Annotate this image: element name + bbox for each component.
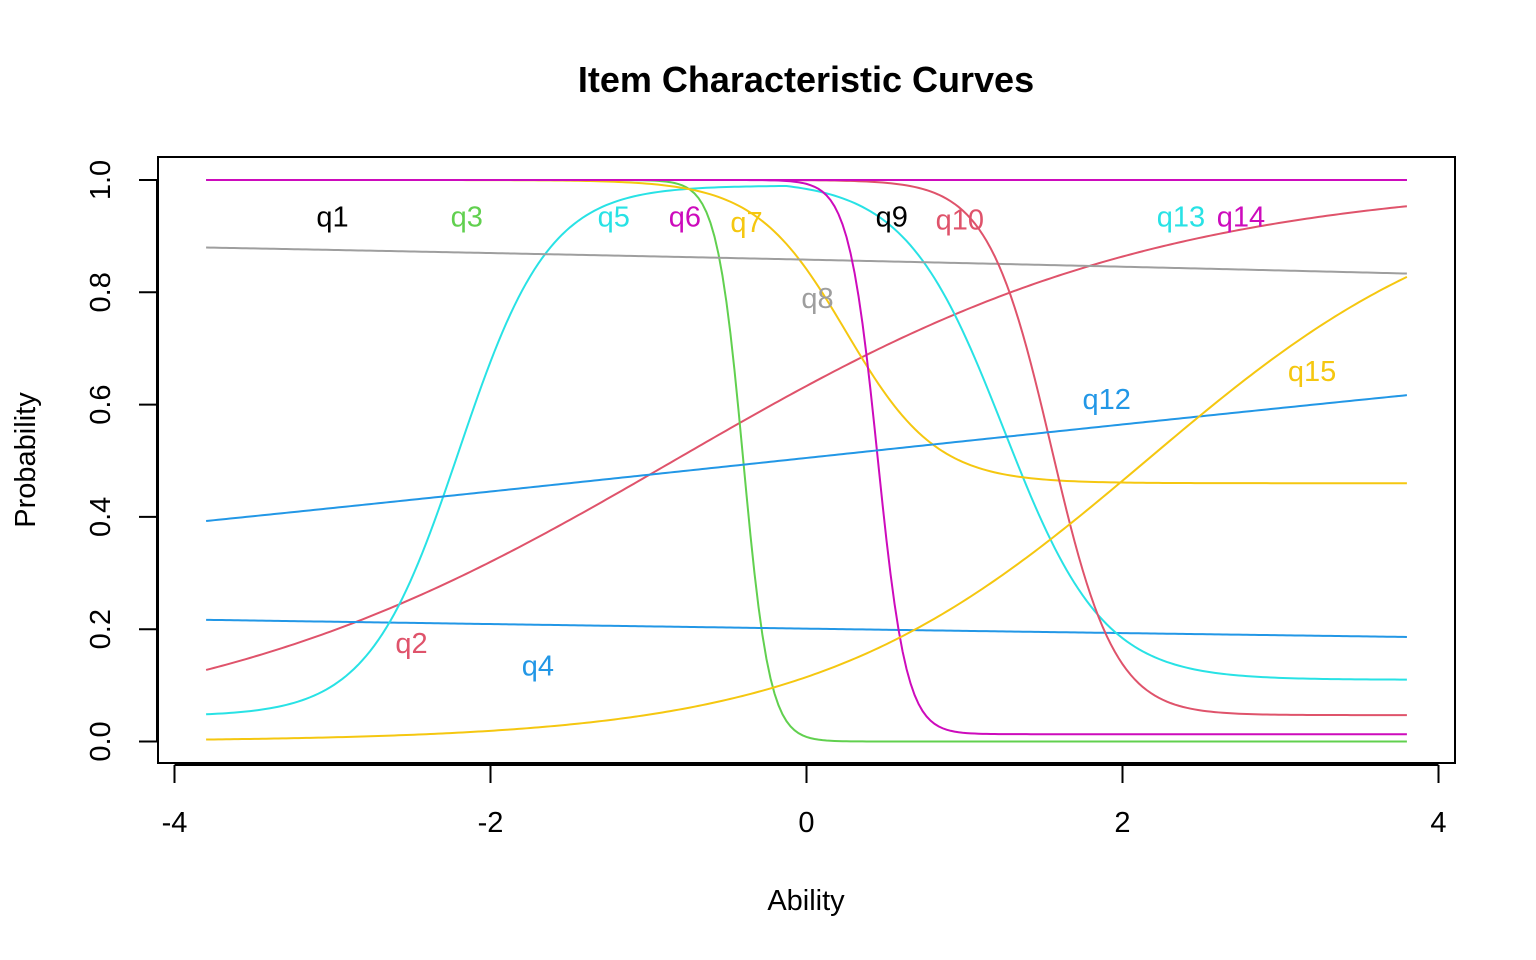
curve-q12 <box>205 394 1407 522</box>
x-axis-label: Ability <box>767 885 845 917</box>
item-label-q2: q2 <box>395 628 427 660</box>
item-label-q12: q12 <box>1083 384 1131 416</box>
curves <box>205 179 1408 743</box>
y-tick-label: 0.6 <box>85 384 117 424</box>
chart-title: Item Characteristic Curves <box>578 59 1034 100</box>
item-label-q13: q13 <box>1157 201 1205 233</box>
plot-frame <box>157 156 1456 764</box>
curve-q5 <box>206 185 1407 716</box>
item-label-q1: q1 <box>316 201 348 233</box>
y-tick-label: 0.8 <box>85 272 117 312</box>
item-labels: q1 q2 q3 q4 q5 q6 q7 q8 q9 q10 q12 q13 q14 q15 <box>316 201 1336 682</box>
curve-q15 <box>206 276 1408 741</box>
curve-q4 <box>206 618 1407 638</box>
item-label-q3: q3 <box>451 201 483 233</box>
x-tick-label: 0 <box>798 807 814 839</box>
x-tick-label: -4 <box>162 807 188 839</box>
y-tick-label: 0.2 <box>85 609 117 649</box>
item-label-q5: q5 <box>598 201 630 233</box>
item-label-q14: q14 <box>1217 201 1265 233</box>
y-tick-label: 1.0 <box>85 160 117 200</box>
x-tick-label: 4 <box>1430 807 1446 839</box>
item-label-q15: q15 <box>1288 356 1336 388</box>
item-label-q9: q9 <box>876 201 908 233</box>
y-tick-label: 0.4 <box>85 497 117 537</box>
item-label-q8: q8 <box>801 283 833 315</box>
y-tick-label: 0.0 <box>85 721 117 761</box>
item-label-q7: q7 <box>730 207 762 239</box>
item-label-q10: q10 <box>936 204 984 236</box>
y-axis-label: Probability <box>10 392 42 528</box>
curve-q3 <box>206 179 1407 743</box>
x-tick-label: 2 <box>1114 807 1130 839</box>
item-label-q6: q6 <box>669 201 701 233</box>
item-label-q4: q4 <box>522 651 554 683</box>
curve-q8 <box>206 246 1407 275</box>
x-tick-label: -2 <box>478 807 504 839</box>
axes: -4 -2 0 2 4 0.0 0.2 0.4 0.6 0.8 1.0 <box>85 160 1447 839</box>
curve-q2 <box>205 205 1408 671</box>
